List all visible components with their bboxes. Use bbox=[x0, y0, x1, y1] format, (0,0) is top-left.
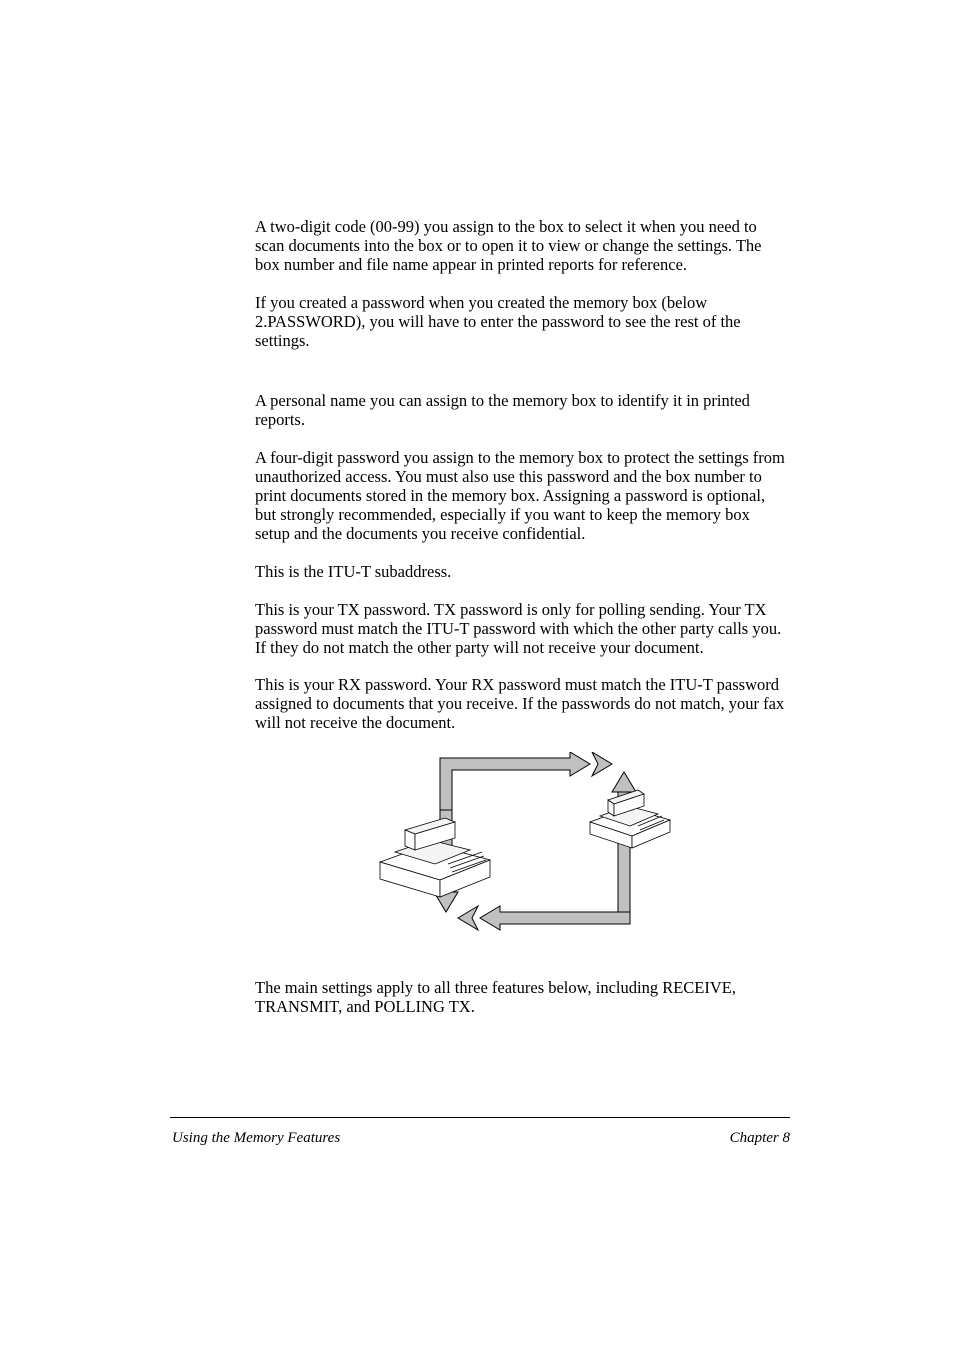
footer-right-text: Chapter 8 bbox=[730, 1130, 790, 1147]
fax-diagram bbox=[360, 752, 680, 957]
paragraph-main-settings: The main settings apply to all three fea… bbox=[255, 979, 785, 1017]
footer-left-text: Using the Memory Features bbox=[172, 1130, 340, 1147]
page-content: A two-digit code (00-99) you assign to t… bbox=[255, 218, 785, 1017]
paragraph-personal-name: A personal name you can assign to the me… bbox=[255, 392, 785, 430]
paragraph-password: A four-digit password you assign to the … bbox=[255, 449, 785, 544]
fax-diagram-container bbox=[255, 752, 785, 957]
paragraph-box-code: A two-digit code (00-99) you assign to t… bbox=[255, 218, 785, 275]
blank-gap bbox=[255, 370, 785, 392]
paragraph-password-note: If you created a password when you creat… bbox=[255, 294, 785, 351]
paragraph-tx-password: This is your TX password. TX password is… bbox=[255, 601, 785, 658]
paragraph-subaddress: This is the ITU-T subaddress. bbox=[255, 563, 785, 582]
footer-divider bbox=[170, 1117, 790, 1118]
paragraph-rx-password: This is your RX password. Your RX passwo… bbox=[255, 676, 785, 733]
